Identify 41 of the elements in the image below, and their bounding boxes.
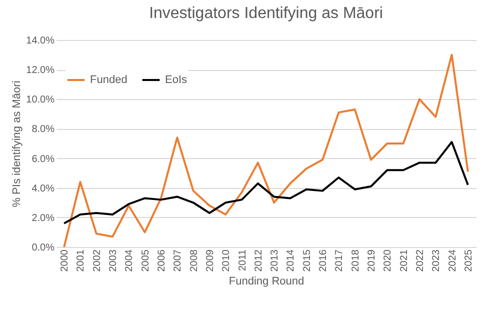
x-tick-label: 2005 — [140, 249, 152, 272]
x-tick-label: 2003 — [108, 249, 120, 272]
y-tick-label: 2.0% — [32, 212, 55, 224]
y-tick-label: 14.0% — [26, 36, 55, 46]
x-tick-label: 2004 — [124, 249, 136, 272]
x-tick-label: 2025 — [463, 249, 474, 272]
x-tick-label: 2018 — [350, 249, 362, 272]
x-tick-label: 2015 — [302, 249, 313, 272]
x-tick-label: 2021 — [398, 249, 410, 272]
x-tick-label: 2007 — [172, 249, 184, 272]
x-tick-label: 2020 — [382, 249, 394, 272]
x-tick-label: 2012 — [253, 249, 264, 272]
x-tick-label: 2016 — [318, 249, 330, 272]
line-series — [63, 141, 469, 224]
x-axis-title: Funding Round — [228, 276, 304, 288]
y-tick-label: 10.0% — [26, 94, 55, 106]
x-tick-label: 2010 — [221, 249, 232, 272]
x-tick-label: 2002 — [92, 249, 103, 272]
x-tick-label: 2009 — [204, 249, 216, 272]
x-tick-label: 2017 — [334, 249, 346, 272]
x-tick-label: 2022 — [414, 249, 426, 272]
x-tick-label: 2011 — [237, 249, 248, 272]
x-tick-label: 2023 — [431, 249, 442, 272]
legend-label: Funded — [90, 74, 128, 86]
chart-title: Investigators Identifying as Māori — [149, 5, 383, 22]
line-series — [63, 54, 469, 248]
x-tick-label: 2008 — [188, 249, 200, 272]
y-axis-title: % PIs identifying as Māori — [11, 80, 24, 208]
x-tick-label: 2000 — [60, 249, 71, 272]
x-tick-label: 2013 — [270, 249, 281, 272]
x-tick-label: 2001 — [76, 249, 87, 272]
y-tick-label: 8.0% — [32, 124, 55, 136]
y-tick-label: 0.0% — [32, 242, 55, 254]
x-tick-label: 2019 — [366, 249, 378, 272]
x-tick-label: 2024 — [447, 249, 458, 272]
y-tick-label: 12.0% — [26, 65, 55, 76]
legend-label: EoIs — [165, 74, 188, 86]
x-tick-label: 2014 — [286, 249, 297, 272]
y-tick-label: 6.0% — [32, 154, 55, 165]
x-tick-label: 2006 — [156, 249, 168, 272]
y-tick-label: 4.0% — [32, 183, 55, 194]
